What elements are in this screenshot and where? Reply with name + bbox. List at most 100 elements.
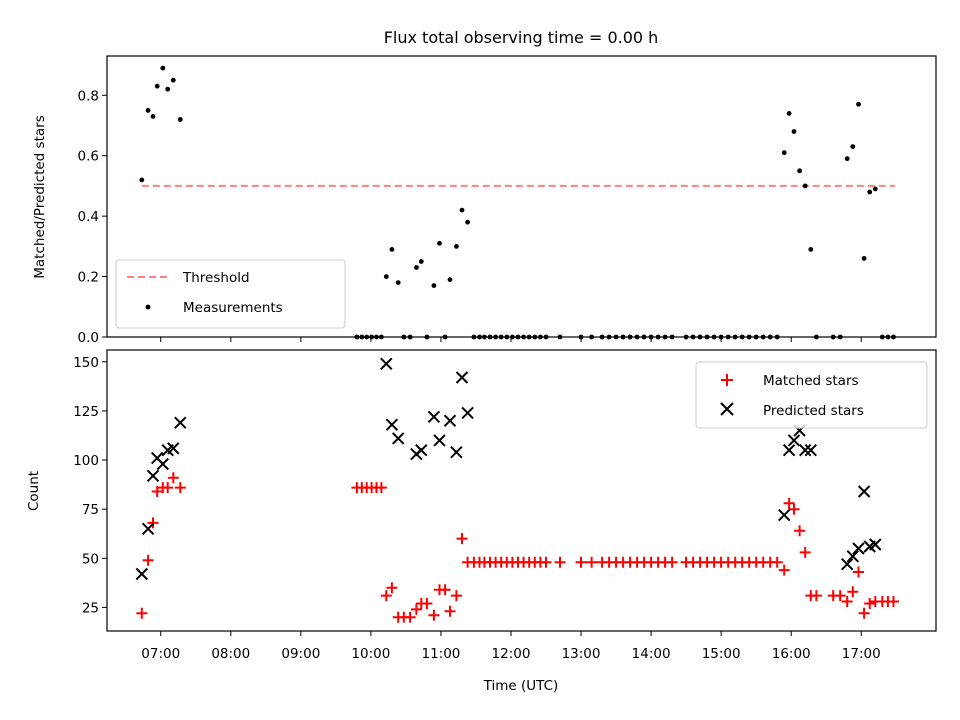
predicted-stars-point: [146, 469, 160, 483]
top-plot-frame: [106, 55, 937, 338]
measurement-point: [383, 274, 389, 279]
top-x-ticks: [160, 337, 862, 342]
bottom-marks: [135, 357, 899, 623]
predicted-stars-point: [461, 406, 474, 420]
predicted-stars-point: [174, 416, 187, 429]
predicted-stars-point: [380, 357, 393, 371]
predicted-stars-point: [443, 414, 457, 427]
predicted-stars-point: [415, 443, 428, 457]
matched-stars-point: [853, 566, 864, 578]
bottom-y-tick-label: 75: [82, 502, 99, 518]
measurement-point: [437, 240, 442, 246]
measurement-point: [856, 101, 861, 107]
measurement-point: [165, 86, 171, 92]
matched-stars-point: [174, 482, 186, 494]
matched-stars-legend-label: Matched stars: [763, 373, 859, 389]
top-legend: Threshold Measurements: [115, 259, 346, 329]
top-panel-title: Flux total observing time = 0.00 h: [384, 28, 659, 47]
predicted-stars-point: [427, 410, 441, 424]
matched-stars-point: [151, 486, 163, 497]
measurement-point: [177, 117, 183, 122]
measurement-point: [389, 247, 395, 252]
bottom-x-tick-label: 15:00: [702, 646, 741, 662]
predicted-stars-legend-swatch: [720, 402, 734, 416]
measurement-point: [465, 219, 470, 225]
matched-stars-legend-swatch: [721, 374, 733, 386]
predicted-stars-point: [798, 443, 812, 457]
predicted-stars-point: [782, 443, 796, 457]
bottom-y-tick-label: 25: [82, 600, 99, 616]
matched-stars-point: [841, 596, 853, 607]
matched-stars-point: [554, 556, 566, 568]
measurement-point: [791, 129, 797, 134]
matched-stars-point: [864, 598, 876, 609]
predicted-stars-point: [804, 443, 818, 457]
measurements-legend-label: Measurements: [183, 300, 283, 316]
matched-stars-point: [794, 525, 806, 537]
predicted-stars-point: [777, 508, 791, 522]
measurement-point: [786, 111, 792, 116]
measurement-point: [844, 156, 850, 162]
measurement-point: [431, 283, 437, 288]
measurement-point: [139, 177, 145, 183]
matched-stars-point: [428, 609, 440, 621]
bottom-plot-frame: [106, 349, 937, 632]
matched-stars-point: [858, 607, 870, 619]
measurements-legend-swatch: [145, 304, 151, 310]
matched-stars-point: [162, 482, 174, 494]
predicted-stars-point: [787, 434, 801, 447]
matched-stars-point: [444, 605, 456, 617]
predicted-stars-point: [167, 442, 180, 455]
top-y-tick-label: 0.6: [78, 149, 99, 165]
matched-stars-point: [456, 533, 468, 545]
top-panel: Flux total observing time = 0.00 h 0.0 0.…: [32, 28, 937, 346]
matched-stars-point: [575, 556, 587, 568]
measurement-point: [170, 77, 176, 83]
matched-stars-point: [410, 603, 422, 615]
bottom-x-tick-label: 10:00: [351, 646, 390, 662]
matched-stars-point: [783, 497, 795, 509]
bottom-y-axis-label: Count: [26, 471, 42, 511]
matched-stars-point: [788, 503, 800, 515]
matched-stars-point: [834, 590, 846, 602]
measurement-point: [459, 207, 465, 213]
top-y-tick-label: 0.0: [78, 330, 99, 346]
predicted-stars-point: [857, 485, 871, 498]
top-y-tick-label: 0.4: [78, 209, 99, 225]
predicted-stars-point: [846, 550, 860, 563]
measurement-point: [160, 65, 166, 71]
threshold-legend-label: Threshold: [182, 270, 250, 286]
measurement-point: [850, 144, 856, 150]
predicted-stars-point: [450, 445, 463, 459]
bottom-x-tick-label: 07:00: [141, 646, 180, 662]
predicted-stars-legend-label: Predicted stars: [763, 403, 864, 419]
measurement-point: [414, 265, 419, 270]
measurement-point: [454, 244, 459, 249]
matched-stars-point: [380, 590, 392, 602]
bottom-x-tick-label: 11:00: [421, 646, 460, 662]
bottom-legend: Matched stars Predicted stars: [695, 361, 928, 429]
top-y-tick-label: 0.2: [78, 270, 99, 286]
matched-stars-point: [799, 546, 811, 558]
bottom-x-tick-label: 16:00: [772, 646, 811, 662]
bottom-x-axis: 07:00 08:00 09:00 10:00 11:00 12:00 13:00 14:00…: [141, 631, 881, 662]
bottom-panel: 25 50 75 100 125 150 07:00 08:00 09:00 10:00 11:0…: [26, 349, 937, 694]
matched-stars-point: [375, 482, 387, 494]
matched-stars-point: [888, 596, 899, 607]
matched-stars-point: [586, 556, 598, 568]
measurement-point: [872, 186, 878, 192]
bottom-x-tick-label: 13:00: [562, 646, 601, 662]
bottom-y-tick-label: 150: [73, 355, 99, 371]
bottom-y-tick-label: 125: [73, 404, 99, 420]
bottom-x-tick-label: 17:00: [842, 646, 881, 662]
matched-stars-point: [167, 472, 179, 484]
measurement-point: [395, 280, 401, 285]
top-legend-frame: [115, 259, 346, 329]
bottom-x-tick-label: 09:00: [281, 646, 320, 662]
predicted-stars-point: [455, 371, 469, 384]
measurement-point: [861, 256, 867, 261]
bottom-legend-frame: [695, 361, 928, 429]
measurement-point: [145, 108, 151, 113]
top-y-axis: 0.0 0.2 0.4 0.6 0.8: [78, 88, 107, 346]
